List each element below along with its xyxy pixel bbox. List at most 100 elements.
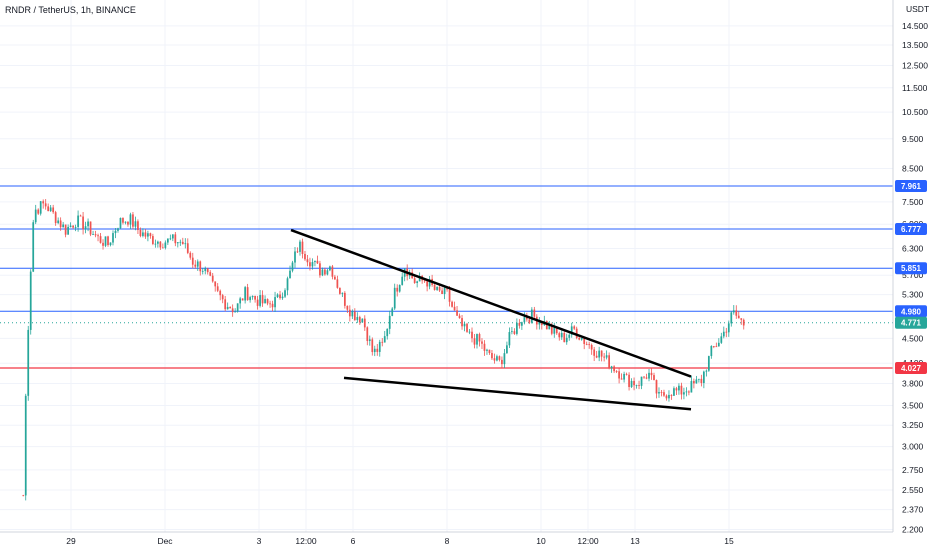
candle-body (578, 337, 581, 340)
candle-body (184, 243, 187, 245)
candle-body (29, 271, 32, 330)
candle-body (314, 260, 316, 263)
candle-body (334, 276, 336, 280)
candle-body (24, 395, 27, 496)
candle-body (588, 344, 591, 346)
price-tick-label: 11.500 (902, 83, 928, 93)
candle-body (590, 344, 593, 350)
candle-body (239, 298, 242, 304)
candle-body (423, 280, 426, 282)
candle-body (311, 262, 314, 267)
candle-body (520, 322, 523, 326)
candle-body (276, 294, 279, 298)
candle-body (259, 295, 261, 306)
candle-body (196, 261, 199, 267)
candle-body (553, 327, 556, 334)
candle-body (426, 281, 429, 287)
candle-body (478, 334, 481, 342)
candle-body (211, 275, 214, 282)
candle-body (675, 388, 678, 391)
candle-body (742, 319, 745, 326)
candle-body (363, 318, 366, 328)
candle-body (610, 366, 613, 369)
candle-body (89, 221, 92, 235)
level-badge-label: 4.027 (901, 364, 922, 373)
candle-body (144, 232, 147, 237)
candle-body (463, 323, 466, 327)
candle-body (281, 296, 284, 299)
candle-body (157, 241, 159, 244)
trendline-upper[interactable] (290, 228, 692, 378)
trendline-lower[interactable] (343, 376, 692, 411)
candle-body (483, 343, 486, 351)
candle-body (112, 233, 114, 243)
candle-body (39, 201, 42, 214)
grid (0, 0, 893, 532)
candle-body (189, 252, 192, 258)
candle-body (680, 385, 683, 395)
symbol-title: RNDR / TetherUS, 1h, BINANCE (5, 5, 136, 15)
candle-body (321, 269, 324, 276)
candle-body (306, 259, 309, 263)
candle-body (585, 343, 588, 345)
candle-body (356, 317, 359, 321)
level-badge (895, 362, 927, 374)
price-axis[interactable]: USDT 14.500 13.500 12.500 11.500 10.500 9.500… (892, 0, 929, 534)
candle-body (174, 234, 177, 244)
candle-body (319, 263, 321, 276)
candle-body (640, 376, 643, 386)
candle-body (358, 317, 361, 323)
candle-body (693, 381, 695, 384)
candle-body (271, 303, 274, 308)
candle-body (79, 215, 82, 217)
candle-body (261, 295, 264, 304)
candle-body (458, 315, 461, 319)
candle-body (107, 236, 109, 246)
candle-body (381, 341, 384, 343)
candle-body (37, 209, 40, 214)
candle-body (565, 337, 568, 343)
candle-body (341, 292, 344, 294)
candle-body (456, 310, 458, 316)
candle-body (52, 207, 55, 213)
time-tick-label: 15 (724, 536, 734, 546)
candle-body (732, 310, 735, 313)
candle-body (396, 287, 399, 292)
candle-body (615, 371, 618, 372)
candle-body (186, 243, 189, 253)
candle-body (530, 309, 533, 323)
candle-body (54, 212, 57, 224)
candle-body (712, 346, 715, 347)
candle-body (286, 278, 289, 291)
candle-body (715, 346, 718, 348)
candle-body (707, 356, 710, 371)
candle-body (625, 373, 628, 375)
candle-body (533, 309, 536, 317)
candle-body (673, 388, 675, 396)
candle-body (668, 394, 670, 399)
candle-body (221, 295, 224, 300)
time-axis[interactable]: 29 Dec 3 12:00 6 8 10 12:00 13 15 (0, 531, 893, 546)
candle-body (508, 332, 511, 346)
candle-body (623, 373, 625, 380)
candle-body (583, 338, 586, 344)
candle-body (117, 228, 119, 231)
candle-body (498, 356, 501, 360)
candle-body (324, 269, 326, 275)
candle-body (550, 325, 553, 334)
candle-body (338, 287, 341, 294)
level-badge-label: 4.980 (901, 307, 922, 316)
candle-body (149, 233, 152, 237)
candle-body (433, 284, 436, 290)
candle-body (511, 331, 513, 333)
time-tick-label: 13 (630, 536, 640, 546)
candle-body (296, 251, 299, 253)
candle-body (428, 278, 431, 287)
price-tick-label: 7.500 (902, 197, 924, 207)
candle-body (678, 385, 680, 391)
candle-body (560, 332, 563, 338)
candle-body (301, 241, 304, 254)
candle-body (94, 234, 97, 236)
